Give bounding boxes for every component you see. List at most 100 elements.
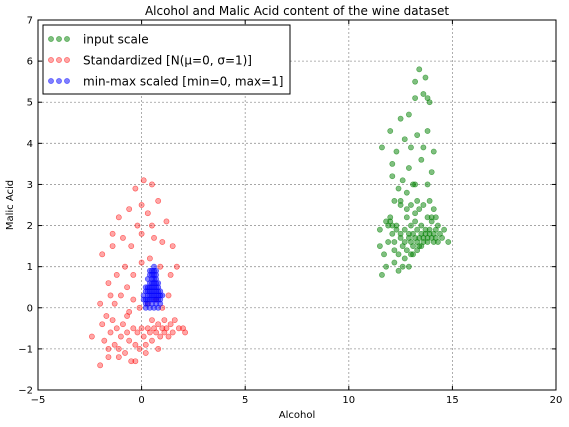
scatter-point: [144, 210, 151, 217]
scatter-point: [103, 313, 110, 319]
scatter-point: [408, 144, 414, 151]
scatter-point: [175, 325, 182, 332]
scatter-point: [163, 325, 170, 332]
scatter-point: [395, 251, 402, 258]
scatter-point: [146, 267, 153, 274]
scatter-point: [412, 95, 419, 102]
scatter-point: [403, 214, 410, 221]
scatter-point: [115, 354, 122, 361]
x-tick-label: 10: [342, 395, 355, 406]
scatter-point: [389, 160, 396, 167]
scatter-point: [126, 337, 133, 344]
scatter-point: [138, 259, 145, 266]
scatter-point: [117, 292, 124, 299]
scatter-point: [414, 132, 421, 139]
scatter-point: [115, 345, 122, 352]
scatter-point: [132, 341, 139, 348]
scatter-point: [134, 222, 141, 229]
scatter-point: [115, 214, 122, 221]
legend-box: [42, 24, 291, 95]
scatter-point: [142, 350, 149, 356]
scatter-point: [163, 218, 170, 225]
y-tick-label: 0: [27, 303, 33, 314]
scatter-point: [410, 181, 416, 188]
scatter-point: [138, 202, 145, 208]
y-tick-label: −2: [18, 386, 33, 397]
scatter-point: [383, 218, 389, 225]
legend-label: Standardized [N(μ=0, σ=1)]: [83, 54, 252, 68]
scatter-point: [149, 317, 155, 324]
scatter-point: [142, 284, 149, 291]
legend-label: min-max scaled [min=0, max=1]: [83, 75, 283, 89]
scatter-point: [430, 148, 437, 155]
scatter-point: [405, 230, 412, 237]
y-tick-label: 3: [27, 180, 33, 191]
scatter-point: [426, 197, 433, 204]
scatter-point: [165, 292, 172, 299]
scatter-point: [401, 226, 408, 233]
scatter-point: [399, 177, 406, 184]
scatter-point: [405, 111, 412, 118]
x-tick-label: 15: [446, 395, 459, 406]
y-tick-label: 7: [27, 16, 33, 27]
scatter-point: [124, 329, 130, 336]
scatter-point: [401, 239, 408, 245]
scatter-point: [117, 333, 124, 340]
legend-marker: [56, 36, 62, 42]
scatter-point: [105, 345, 112, 352]
legend-marker: [48, 57, 54, 63]
x-tick-label: 20: [550, 395, 563, 406]
y-tick-label: 2: [27, 221, 33, 232]
scatter-point: [420, 91, 427, 97]
scatter-point: [391, 247, 398, 254]
chart-title: Alcohol and Malic Acid content of the wi…: [145, 4, 449, 18]
data-points: [88, 66, 452, 369]
scatter-point: [126, 308, 133, 315]
scatter-point: [391, 259, 398, 266]
scatter-point: [128, 358, 135, 365]
scatter-point: [105, 280, 112, 287]
scatter-point: [422, 74, 429, 81]
legend-marker: [48, 78, 54, 84]
y-tick-label: 1: [27, 262, 33, 273]
scatter-point: [420, 202, 427, 208]
scatter-point: [381, 251, 387, 258]
scatter-point: [157, 300, 164, 307]
scatter-point: [132, 358, 139, 365]
scatter-point: [146, 329, 153, 336]
scatter-point: [426, 99, 433, 106]
scatter-point: [385, 239, 392, 245]
scatter-point: [403, 189, 410, 196]
scatter-point: [105, 354, 112, 361]
scatter-point: [416, 206, 423, 213]
scatter-point: [434, 239, 441, 245]
scatter-point: [391, 197, 398, 204]
scatter-point: [167, 321, 174, 328]
scatter-point: [379, 144, 385, 151]
scatter-point: [159, 239, 166, 245]
scatter-point: [161, 317, 168, 324]
scatter-point: [109, 243, 116, 250]
scatter-point: [389, 230, 396, 237]
scatter-point: [122, 350, 128, 356]
axis-ticks: −5 0 5 10 15 20 −2 −1 0 1 2 3 4 5 6 7: [18, 16, 562, 407]
scatter-point: [405, 165, 412, 171]
legend-marker: [64, 36, 70, 42]
scatter-point: [397, 197, 404, 204]
scatter-point: [418, 156, 425, 163]
scatter-point: [408, 202, 414, 208]
scatter-point: [403, 206, 410, 213]
scatter-point: [387, 128, 394, 134]
scatter-point: [130, 271, 137, 278]
scatter-point: [149, 337, 155, 344]
scatter-point: [149, 181, 155, 188]
scatter-point: [107, 329, 114, 336]
scatter-point: [439, 234, 445, 241]
scatter-point: [399, 263, 406, 270]
scatter-point: [124, 284, 130, 291]
scatter-point: [138, 230, 145, 237]
scatter-point: [434, 222, 441, 229]
scatter-point: [165, 333, 172, 340]
scatter-point: [180, 325, 186, 332]
scatter-point: [379, 271, 385, 278]
